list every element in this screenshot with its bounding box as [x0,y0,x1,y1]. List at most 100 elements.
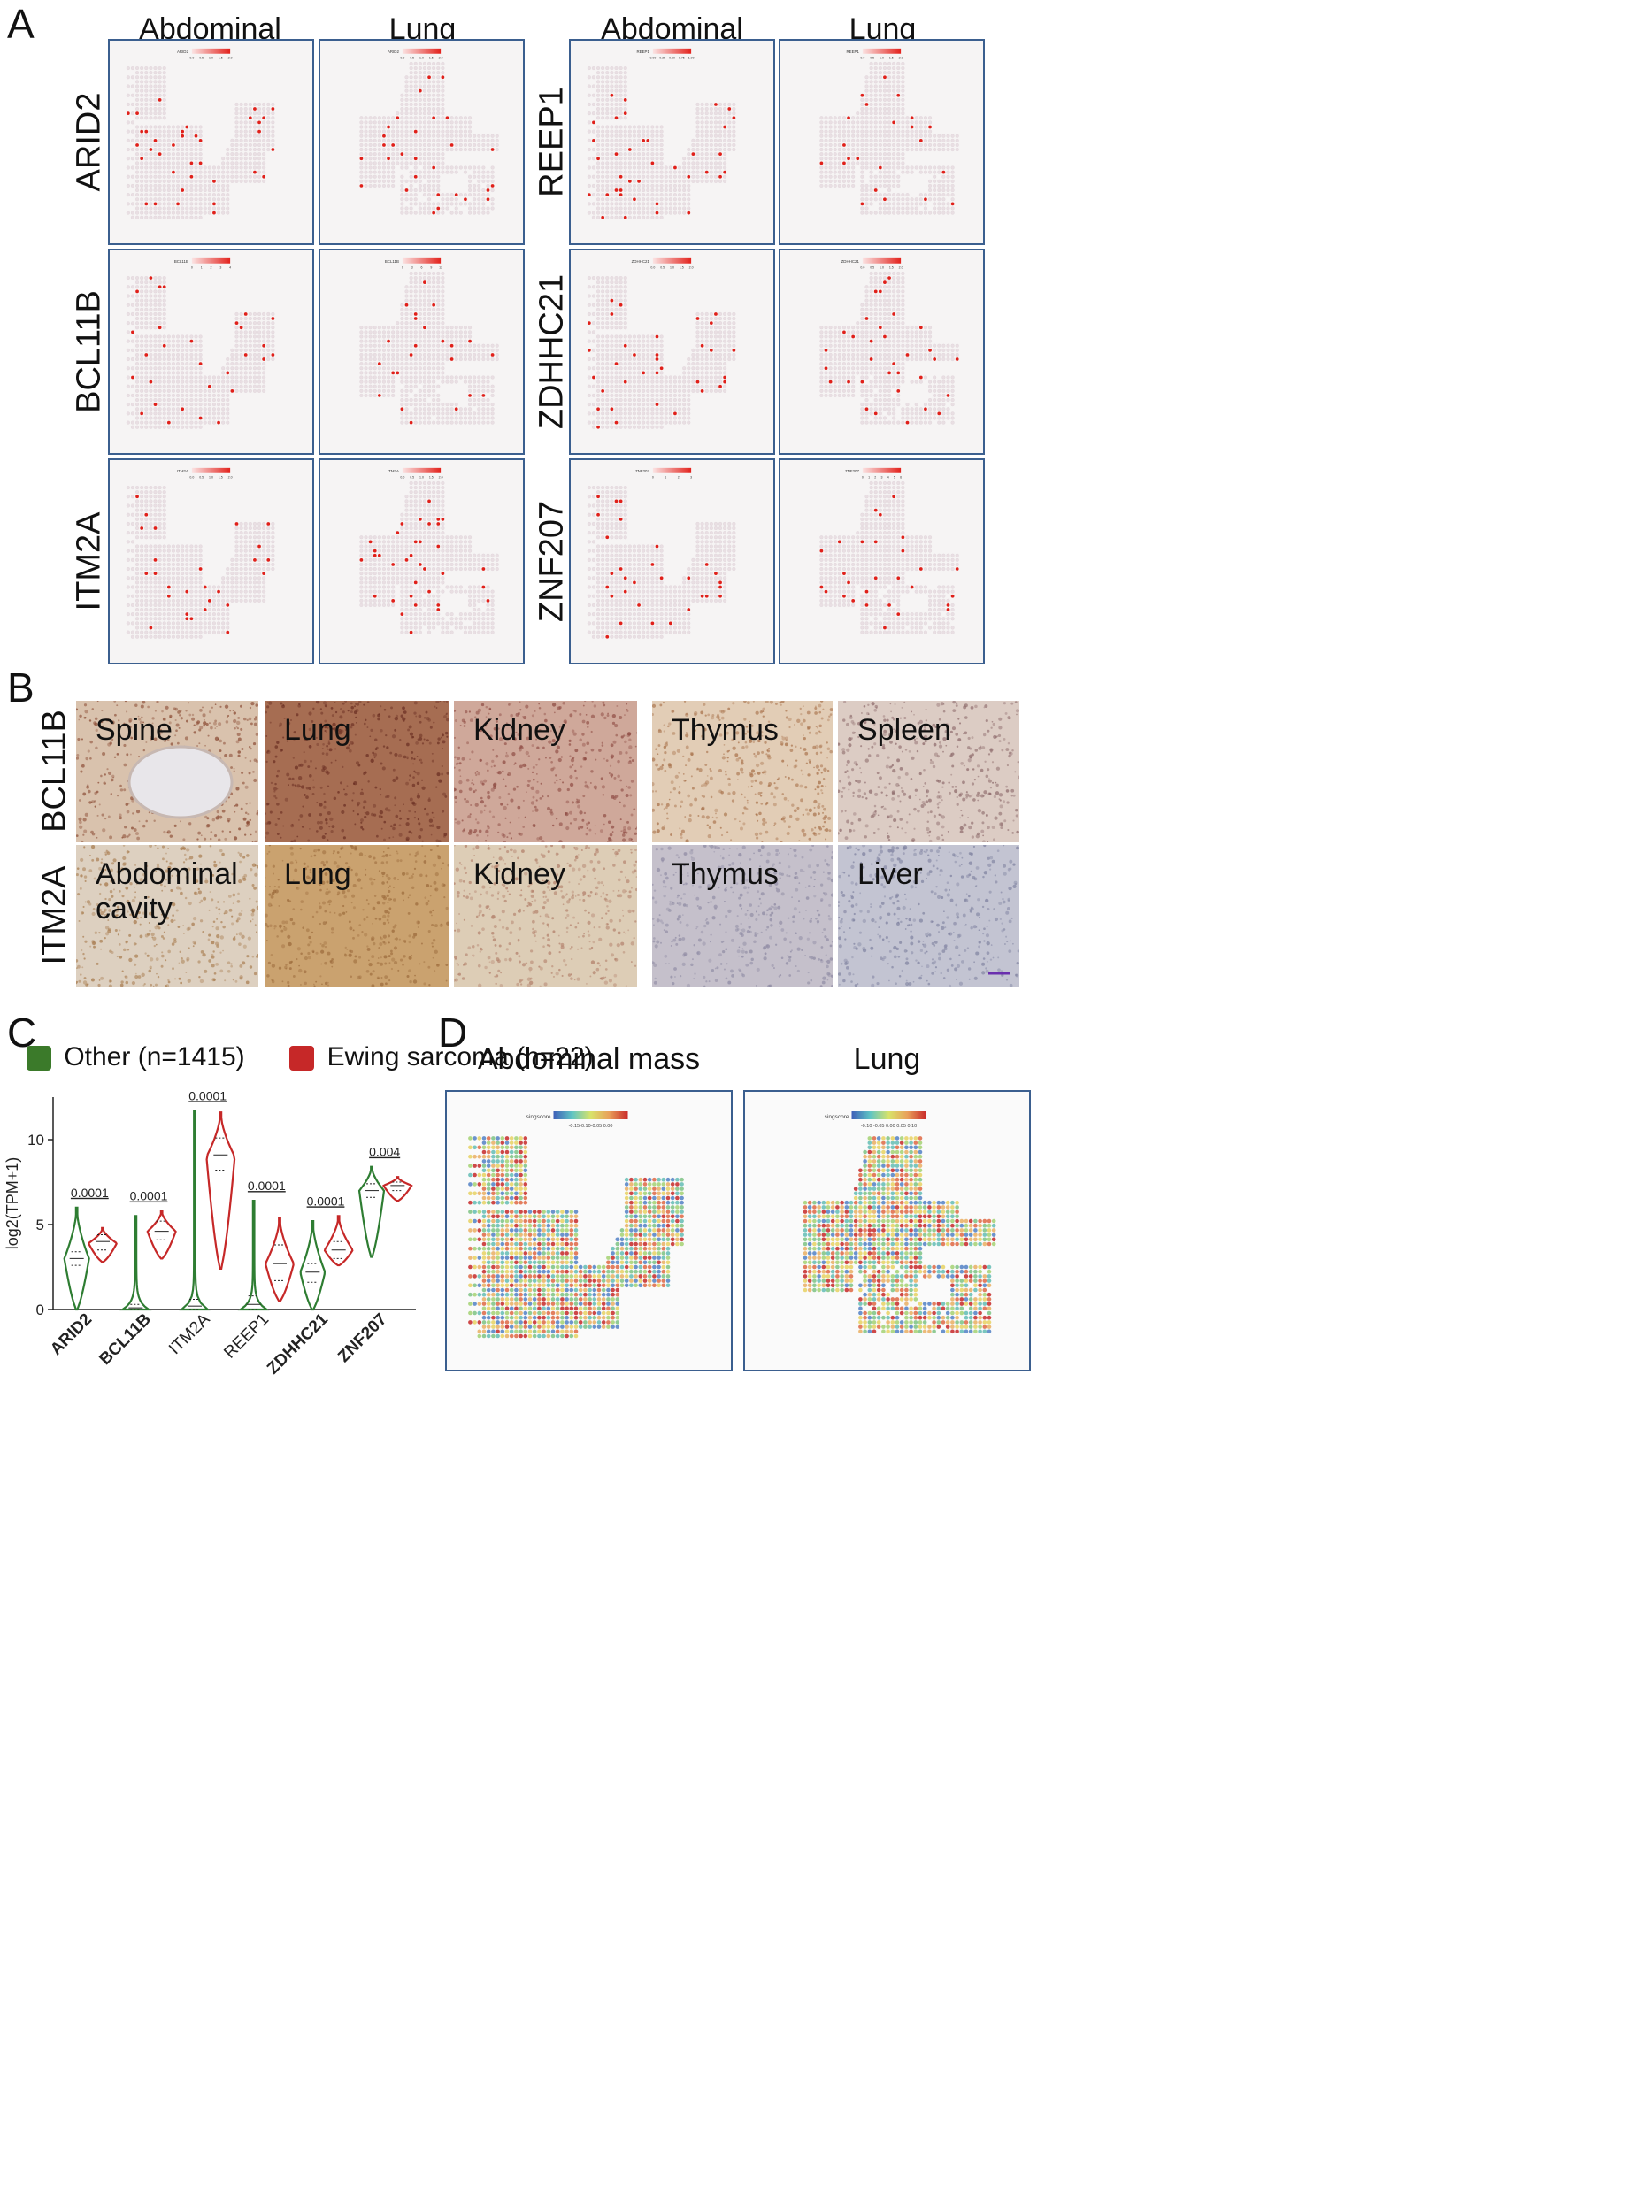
colorbar-tick: 0 [862,476,864,480]
colorbar-gradient [402,467,442,473]
colorbar-tick: 2.0 [899,266,903,270]
ihc-tissue-label: Kidney [473,713,565,747]
colorbar-tick: 0 [191,266,193,270]
colorbar-tick: 1.0 [670,266,674,270]
ihc-tile-bcl11b-lung: Lung [265,701,449,842]
ihc-tissue-label: Lung [284,857,351,891]
colorbar-tick: 3 [411,266,413,270]
singscore-spot-map: singscore -0.10 -0.05 0.00 0.05 0.10 [803,1111,996,1334]
colorbar-gene-label: ITM2A [388,469,399,473]
colorbar-tick: 1.0 [419,57,424,60]
colorbar-tick: 2.0 [439,476,443,480]
colorbar-gradient [402,48,442,54]
spatial-lung-itm2a: ITM2A 0.0 0.5 1.0 1.5 2.0 [319,458,525,664]
singscore-title: singscore [825,1114,849,1120]
singscore-spot-map: singscore -0.15-0.10-0.05 0.00 [468,1111,684,1339]
row-label-arid2: ARID2 [70,92,108,191]
colorbar-tick: 1.0 [880,57,884,60]
colorbar-tick: 1.5 [680,266,684,270]
ihc-tissue-label: Lung [284,713,351,747]
ihc-tile-bcl11b-kidney: Kidney [454,701,637,842]
colorbar-tick: 4 [229,266,231,270]
p-value-label: 0.0001 [71,1186,109,1200]
d-panel-lung: singscore -0.10 -0.05 0.00 0.05 0.10 [743,1090,1031,1371]
colorbar-gradient [191,257,231,264]
colorbar-tick: 0.0 [189,57,194,60]
ihc-tile-bcl11b-thymus: Thymus [652,701,833,842]
colorbar-tick: 1.0 [880,266,884,270]
violin-bcl11b-ewing [146,1210,177,1260]
spatial-lung-arid2: ARID2 0.0 0.5 1.0 1.5 2.0 [319,39,525,245]
colorbar-tick: 0.0 [400,476,404,480]
colorbar-tick: 1.0 [209,57,213,60]
x-category-label: ZDHHC21 [264,1310,332,1378]
colorbar-tick: 1.5 [219,476,223,480]
colorbar-tick: 0.5 [660,266,665,270]
colorbar-tick: 2 [678,476,680,480]
colorbar-tick: 1.5 [889,57,894,60]
p-value-label: 0.0001 [248,1179,286,1193]
singscore-ticks: -0.15-0.10-0.05 0.00 [569,1124,613,1129]
p-value-label: 0.004 [369,1145,400,1159]
y-tick-label: 5 [36,1217,44,1233]
colorbar-tick: 1 [868,476,870,480]
colorbar-tick: 0.0 [860,57,864,60]
d-panel-abdominal: singscore -0.15-0.10-0.05 0.00 [445,1090,733,1371]
colorbar-tick: 1 [665,476,666,480]
colorbar-gene-label: ZDHHC21 [632,259,650,264]
ihc-texture [454,701,637,842]
colorbar-tick: 0.50 [669,57,675,60]
ihc-tile-itm2a-thymus: Thymus [652,845,833,987]
p-value-label: 0.0001 [307,1194,345,1208]
p-value-label: 0.0001 [130,1189,168,1203]
panel-b-label: B [7,664,35,710]
colorbar-gene-label: BCL11B [174,259,188,264]
colorbar-gene-label: BCL11B [385,259,399,264]
singscore-ticks: -0.10 -0.05 0.00 0.05 0.10 [861,1124,917,1129]
colorbar-tick: 0.00 [649,57,656,60]
colorbar-gene-label: ZNF207 [635,469,649,473]
colorbar-gradient [652,467,692,473]
colorbar-tick: 1.0 [419,476,424,480]
violin-itm2a-ewing [205,1111,236,1271]
ihc-tissue-label: Abdominal cavity [96,857,238,926]
legend-swatch-other [27,1046,51,1071]
legend-ewing-label: Ewing sarcoma (n=22) [327,1042,594,1071]
colorbar-gene-label: REEP1 [846,50,859,54]
violin-zdhhc21-ewing [323,1215,354,1267]
colorbar-gradient [191,467,231,473]
colorbar-tick: 2.0 [228,476,233,480]
p-value-label: 0.0001 [188,1088,227,1102]
violin-arid2-ewing [88,1226,118,1263]
row-label-bcl11b: BCL11B [70,289,108,413]
ihc-tile-itm2a-liver: Liver [838,845,1019,987]
d-title-abdominal: Abdominal mass [477,1042,701,1076]
colorbar-tick: 0.75 [679,57,685,60]
colorbar-tick: 1.00 [688,57,695,60]
colorbar-tick: 0.5 [870,57,874,60]
spatial-abd-itm2a: ITM2A 0.0 0.5 1.0 1.5 2.0 [108,458,314,664]
violin-znf207-ewing [381,1176,413,1202]
colorbar-tick: 9 [430,266,432,270]
ihc-texture [76,701,258,842]
colorbar-gradient [652,48,692,54]
panel-d-label: D [438,1010,468,1056]
ihc-tile-itm2a-lung: Lung [265,845,449,987]
ihc-tissue-label: Spine [96,713,173,747]
